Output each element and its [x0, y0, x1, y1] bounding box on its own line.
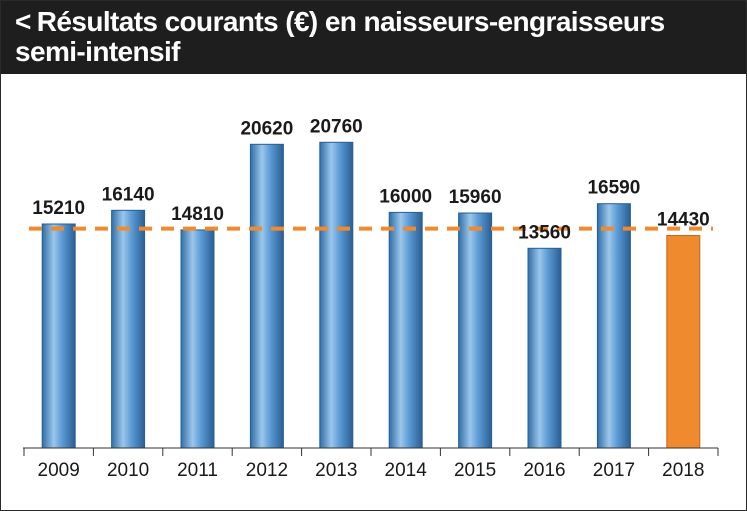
bar-2018	[666, 235, 701, 449]
x-tick-label-2009: 2009	[38, 460, 80, 481]
value-label-2011: 14810	[171, 204, 224, 225]
x-tick-label-2018: 2018	[662, 460, 704, 481]
x-axis: 2009 2010 2011 2012 2013 2014 2015 2016 2017 2018	[23, 447, 719, 481]
bar-2017	[596, 203, 631, 449]
chart-title-text: Résultats courants (€) en naisseurs-engr…	[15, 6, 665, 67]
x-tick-label-2010: 2010	[107, 460, 149, 481]
x-tick-label-2014: 2014	[385, 460, 428, 481]
bar-2014	[388, 211, 423, 449]
bar-2011	[180, 229, 215, 449]
x-tick-label-2011: 2011	[177, 460, 218, 481]
bar-2010	[111, 209, 146, 449]
value-label-2016: 13560	[518, 222, 571, 243]
bar-2016	[527, 247, 562, 449]
bar-2013	[319, 141, 354, 449]
x-tick-label-2012: 2012	[246, 460, 288, 481]
value-label-2018: 14430	[657, 210, 710, 231]
value-label-2012: 20620	[240, 118, 293, 139]
chevron-left-icon: <	[15, 6, 31, 37]
chart-title: < Résultats courants (€) en naisseurs-eng…	[15, 7, 740, 67]
value-label-2010: 16140	[102, 184, 155, 205]
bar-chart: 15210 16140 14810 20620 20760 16000 15960 13560…	[23, 116, 719, 481]
value-labels-group: 15210 16140 14810 20620 20760 16000 15960 13560…	[32, 116, 709, 243]
bar-2015	[458, 212, 493, 449]
x-tick-label-2016: 2016	[523, 460, 565, 481]
value-label-2015: 15960	[449, 187, 502, 208]
x-tick-label-2015: 2015	[454, 460, 496, 481]
bar-2012	[249, 143, 284, 449]
x-tick-label-2017: 2017	[593, 460, 635, 481]
value-label-2014: 16000	[379, 186, 432, 207]
chart-header: < Résultats courants (€) en naisseurs-eng…	[1, 1, 746, 74]
x-tick-label-2013: 2013	[315, 460, 357, 481]
value-label-2009: 15210	[32, 198, 85, 219]
bars-group	[41, 141, 701, 449]
value-label-2017: 16590	[587, 178, 640, 199]
value-label-2013: 20760	[310, 116, 363, 137]
bar-2009	[41, 223, 76, 449]
